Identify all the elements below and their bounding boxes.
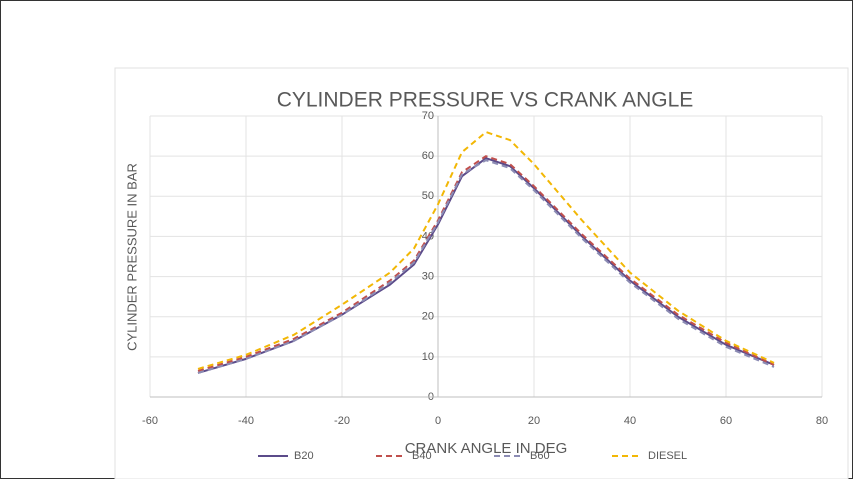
x-tick-label: -20 [334,415,350,427]
series-line [197,159,775,374]
series-line [197,155,775,372]
y-tick-label: 70 [422,110,434,122]
x-tick-label: 40 [624,415,636,427]
series-line [197,157,775,374]
y-tick-label: 20 [422,311,434,323]
y-axis-label: CYLINDER PRESSURE IN BAR [124,163,139,351]
x-tick-label: 20 [528,415,540,427]
x-tick-label: 0 [435,415,441,427]
legend-label: B60 [530,450,550,462]
x-tick-label: -40 [238,415,254,427]
y-tick-label: 50 [422,190,434,202]
y-tick-label: 30 [422,270,434,282]
x-tick-label: -60 [142,415,158,427]
legend-label: B20 [294,450,314,462]
x-axis-label: CRANK ANGLE IN DEG [405,440,568,457]
x-tick-label: 80 [816,415,828,427]
series-line [197,131,775,370]
chart-title: CYLINDER PRESSURE VS CRANK ANGLE [277,89,694,112]
y-tick-label: 10 [422,351,434,363]
legend-label: B40 [412,450,432,462]
legend-label: DIESEL [648,450,687,462]
chart-area [114,67,849,479]
y-tick-label: 60 [422,150,434,162]
x-tick-label: 60 [720,415,732,427]
